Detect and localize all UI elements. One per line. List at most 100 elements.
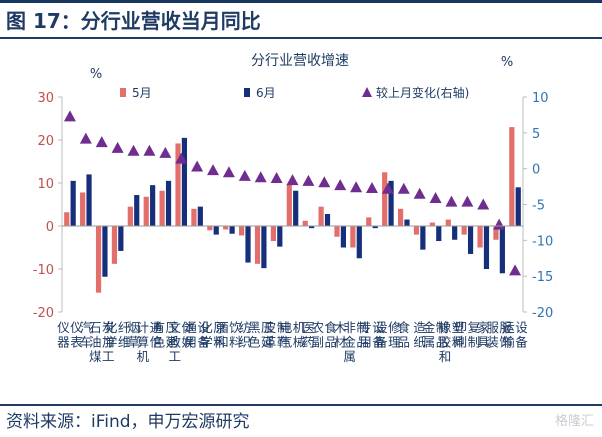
chart-legend: 5月 6月 较上月变化(右轴) [120, 85, 469, 100]
may-bar [143, 196, 149, 226]
june-bar [118, 226, 124, 251]
left-axis: -20 -10 0 10 20 30 [33, 91, 63, 321]
may-bar [223, 226, 229, 230]
category-label: 造纸 [413, 320, 426, 350]
june-bar [229, 226, 235, 234]
change-markers [63, 110, 522, 276]
change-marker [477, 198, 490, 210]
june-bar [340, 226, 346, 248]
footer-divider [0, 404, 602, 406]
change-marker [509, 264, 522, 276]
may-bar [286, 183, 292, 226]
right-axis-tick-label: 10 [532, 91, 549, 106]
may-bar [477, 226, 483, 248]
left-axis-tick-label: 30 [37, 91, 54, 106]
left-axis-tick-label: -10 [33, 263, 54, 278]
june-bar [467, 226, 474, 254]
right-axis-tick-label: 0 [532, 163, 540, 178]
june-bar [197, 206, 203, 226]
may-bar [350, 226, 356, 248]
change-marker [270, 171, 283, 183]
source-note: 资料来源：iFind，申万宏源研究 [6, 412, 250, 432]
category-label: 医药 [302, 320, 315, 350]
june-bar [277, 226, 283, 247]
may-bar [254, 226, 261, 264]
may-bar [318, 206, 324, 226]
left-axis-tick-label: 20 [37, 134, 54, 149]
may-bar [207, 226, 213, 231]
right-axis-tick-label: -20 [532, 306, 553, 321]
category-label: 计算机通信 [137, 320, 163, 364]
change-marker [127, 144, 140, 156]
category-label: 橡胶和塑料 [439, 320, 465, 364]
category-label: 烟草 [127, 320, 140, 350]
change-marker [461, 195, 474, 207]
category-label: 有色压延 [153, 320, 179, 350]
may-bar [302, 220, 308, 226]
june-bar [70, 180, 76, 226]
left-axis-unit: % [90, 67, 102, 82]
may-bar [239, 226, 245, 236]
right-axis-tick-label: -10 [532, 234, 553, 249]
top-frame-line [0, 0, 602, 3]
may-bar [334, 226, 340, 237]
category-label: 黑色压延 [248, 320, 274, 350]
may-bar [397, 208, 404, 226]
right-axis-tick-label: -5 [532, 199, 545, 214]
category-label: 印刷复制 [455, 320, 481, 350]
june-bar [245, 226, 251, 263]
change-marker [254, 171, 267, 183]
category-label: 仪器仪表 [57, 320, 83, 350]
change-marker [397, 182, 410, 194]
left-axis-tick-label: 10 [37, 177, 54, 192]
may-bar [95, 226, 102, 293]
change-marker [111, 141, 124, 153]
change-marker [445, 195, 458, 207]
june-bar [150, 185, 156, 226]
category-label: 非金属制品 [343, 320, 369, 364]
may-bar [64, 212, 70, 226]
legend-june-label: 6月 [256, 86, 276, 100]
june-bar [404, 219, 410, 226]
change-marker [318, 176, 331, 188]
change-marker [286, 174, 299, 186]
change-marker [63, 110, 76, 122]
may-bar [175, 143, 181, 226]
june-bar [324, 213, 331, 226]
right-axis-unit: % [501, 55, 513, 70]
change-marker [381, 182, 394, 194]
category-label: 电气机械 [280, 320, 306, 350]
category-label: 木材 [334, 320, 347, 350]
category-label: 运输设备 [502, 320, 528, 350]
june-bar [261, 226, 267, 269]
change-marker [95, 136, 108, 148]
june-bar [483, 226, 490, 269]
change-marker [159, 146, 172, 158]
figure-title: 图 17：分行业营收当月同比 [6, 9, 261, 33]
june-bar [86, 174, 92, 226]
change-marker [175, 152, 188, 164]
category-label: 皮革制鞋 [264, 320, 290, 350]
june-bar [436, 226, 442, 242]
watermark: 格隆汇 [554, 414, 594, 429]
category-label: 家具 [477, 320, 490, 350]
june-bar [372, 226, 378, 229]
june-bar [452, 226, 458, 240]
category-label: 酒和饮料 [216, 320, 242, 350]
category-label: 纺织 [239, 320, 252, 350]
may-bar [270, 226, 276, 242]
june-bar [181, 137, 188, 226]
legend-may-swatch [120, 88, 126, 97]
category-label: 石油煤炭加工 [89, 320, 115, 364]
may-bar [366, 217, 372, 226]
change-marker [365, 182, 378, 194]
left-axis-tick-label: -20 [33, 306, 54, 321]
may-bar [493, 226, 499, 240]
left-axis-tick-label: 0 [46, 220, 54, 235]
june-bar [102, 226, 108, 277]
legend-may-label: 5月 [132, 86, 152, 100]
change-marker [350, 181, 363, 193]
category-label: 金属制品 [423, 320, 449, 350]
june-bar [213, 226, 219, 235]
may-bar [461, 226, 467, 235]
